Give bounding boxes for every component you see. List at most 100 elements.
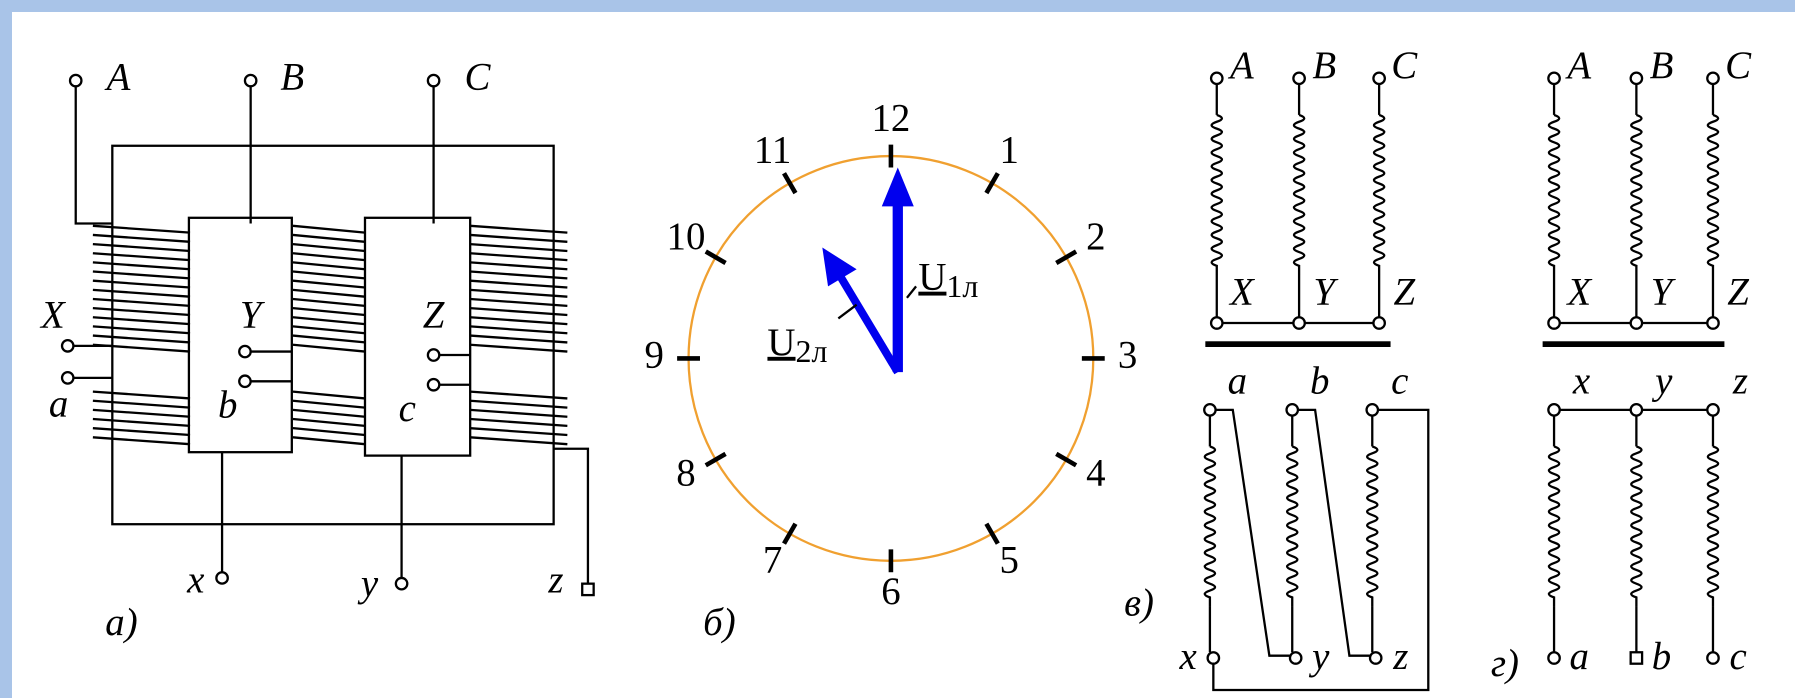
winding-turn <box>93 401 190 408</box>
terminal <box>245 75 256 86</box>
terminal-label: Y <box>1313 270 1339 313</box>
terminal <box>1548 73 1559 84</box>
panel-label: г) <box>1491 642 1519 685</box>
coil <box>1631 446 1641 606</box>
terminal-label: X <box>39 293 66 336</box>
terminal-label: Z <box>1393 270 1415 313</box>
terminal-label: x <box>186 559 204 602</box>
hour-label: 3 <box>1118 333 1137 376</box>
terminal <box>428 379 439 390</box>
terminal-label: Y <box>240 293 266 336</box>
winding-turn <box>293 317 365 324</box>
winding-turn <box>93 299 190 306</box>
panel-label: б) <box>703 601 735 644</box>
winding-turn <box>293 290 365 297</box>
terminal-label: z <box>1392 635 1408 678</box>
terminal <box>1707 73 1718 84</box>
winding-turn <box>293 262 365 269</box>
core-window <box>365 218 470 456</box>
terminal <box>1631 652 1642 663</box>
terminal-label: c <box>1391 360 1408 403</box>
hour-label: 8 <box>676 452 695 495</box>
terminal-label: z <box>547 559 563 602</box>
terminal <box>1548 404 1559 415</box>
vector-u2 <box>836 269 898 372</box>
hour-label: 9 <box>645 333 664 376</box>
terminal-label: y <box>357 562 379 605</box>
winding-turn <box>293 410 365 417</box>
hour-tick <box>706 454 726 465</box>
winding-turn <box>293 419 365 426</box>
wire <box>1298 410 1370 656</box>
terminal <box>1373 317 1384 328</box>
vector-label: U1л <box>918 256 978 305</box>
winding-turn <box>293 226 365 233</box>
winding-turn <box>293 392 365 399</box>
terminal-label: B <box>1650 44 1674 87</box>
winding-turn <box>93 272 190 279</box>
hour-label: 10 <box>667 215 706 258</box>
terminal-label: y <box>1308 635 1330 678</box>
terminal <box>1204 404 1215 415</box>
terminal <box>1707 404 1718 415</box>
hour-tick <box>784 524 795 544</box>
separator <box>1205 341 1390 347</box>
winding-turn <box>293 428 365 435</box>
core <box>112 146 553 524</box>
winding-turn <box>293 244 365 251</box>
winding-turn <box>293 299 365 306</box>
terminal <box>70 75 81 86</box>
vector-subscript: 1л <box>946 268 978 304</box>
winding-turn <box>93 392 190 399</box>
terminal <box>1631 73 1642 84</box>
coil <box>1549 446 1559 606</box>
coil <box>1205 446 1215 606</box>
terminal-label: A <box>1227 44 1254 87</box>
winding-turn <box>93 308 190 315</box>
terminal <box>1367 404 1378 415</box>
terminal <box>239 346 250 357</box>
terminal <box>1293 73 1304 84</box>
terminal-label: b <box>1310 360 1329 403</box>
terminal-label: a <box>1228 360 1247 403</box>
terminal <box>1211 73 1222 84</box>
terminal <box>1707 652 1718 663</box>
terminal-label: c <box>1730 635 1747 678</box>
terminal-label: C <box>464 56 491 99</box>
winding-turn <box>293 345 365 352</box>
terminal-label: C <box>1391 44 1418 87</box>
terminal <box>582 584 593 595</box>
terminal <box>1287 404 1298 415</box>
terminal-label: a <box>49 383 68 426</box>
terminal <box>1290 652 1301 663</box>
hour-label: 7 <box>763 538 782 581</box>
coil <box>1287 446 1297 606</box>
vector-symbol: U <box>767 321 795 364</box>
winding-turn <box>293 326 365 333</box>
coil <box>1549 115 1559 275</box>
terminal <box>1293 317 1304 328</box>
winding-turn <box>93 410 190 417</box>
winding-turn <box>93 437 190 444</box>
coil <box>1367 446 1377 606</box>
winding-turn <box>293 235 365 242</box>
terminal-label: c <box>399 387 416 430</box>
winding-turn <box>293 272 365 279</box>
hour-label: 5 <box>1000 538 1019 581</box>
coil <box>1708 446 1718 606</box>
panel-label: в) <box>1124 581 1154 624</box>
winding-turn <box>293 308 365 315</box>
winding-turn <box>93 419 190 426</box>
winding-turn <box>93 235 190 242</box>
winding-turn <box>293 336 365 343</box>
winding-turn <box>93 281 190 288</box>
terminal <box>428 75 439 86</box>
terminal-label: Z <box>1727 270 1749 313</box>
vector-u1-head <box>882 167 914 206</box>
terminal <box>1373 73 1384 84</box>
hour-tick <box>706 252 726 263</box>
hour-label: 6 <box>881 570 900 613</box>
winding-turn <box>93 428 190 435</box>
hour-label: 1 <box>1000 128 1019 171</box>
winding-turn <box>93 262 190 269</box>
